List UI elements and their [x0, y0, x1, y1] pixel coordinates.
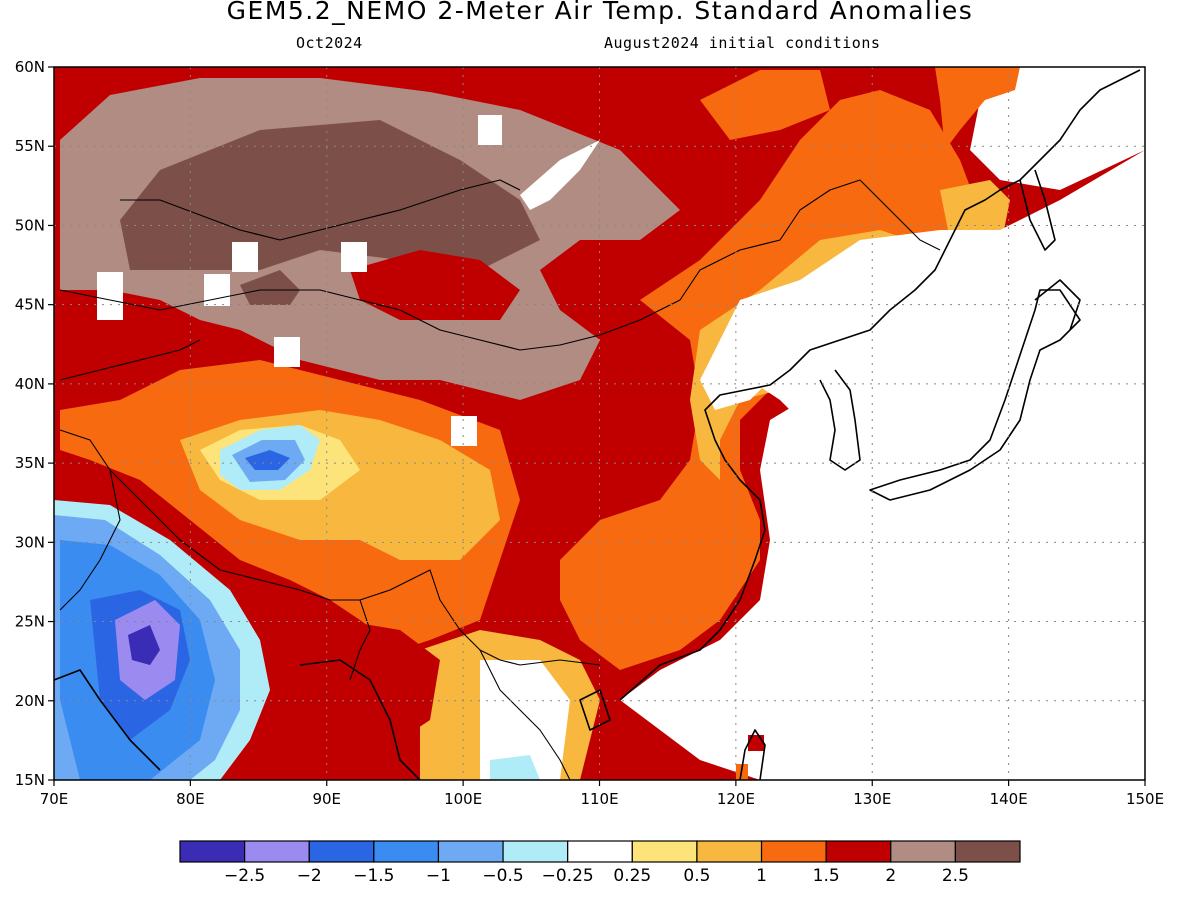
colorbar-label: −1.5 — [353, 866, 394, 886]
colorbar-swatch — [437, 840, 504, 863]
colorbar-label: −1 — [426, 866, 451, 886]
lat-tick-label: 30N — [15, 533, 45, 551]
colorbar-swatch — [502, 840, 569, 863]
lon-tick-label: 150E — [1126, 790, 1164, 808]
colorbar-label: −2.5 — [224, 866, 265, 886]
initial-conditions: August2024 initial conditions — [604, 34, 881, 52]
lake-mask-5 — [204, 274, 230, 306]
colorbar-swatch — [696, 840, 763, 863]
lake-mask-6 — [274, 337, 300, 367]
lat-tick-label: 15N — [15, 771, 45, 789]
chart-title: GEM5.2_NEMO 2-Meter Air Temp. Standard A… — [226, 0, 974, 25]
red-core-patch — [350, 250, 520, 320]
baikal-mask — [520, 140, 600, 210]
colorbar-label: 2 — [885, 866, 896, 886]
lat-tick-label: 50N — [15, 216, 45, 234]
colorbar-swatch — [631, 840, 698, 863]
lon-tick-label: 110E — [580, 790, 618, 808]
myanmar-red — [340, 620, 440, 740]
colorbar-swatch — [244, 840, 310, 863]
lat-tick-label: 55N — [15, 137, 45, 155]
colorbar-label: 0.5 — [683, 866, 710, 886]
colorbar-swatch — [890, 840, 956, 863]
colorbar-swatch — [954, 840, 1021, 863]
lat-tick-label: 25N — [15, 613, 45, 631]
lon-tick-label: 140E — [990, 790, 1028, 808]
lake-mask-3 — [232, 242, 258, 272]
india-deep-violet — [128, 625, 160, 665]
bohai-white — [700, 370, 770, 410]
colorbar-swatch — [760, 840, 827, 863]
colorbar-label: −0.25 — [542, 866, 594, 886]
lat-tick-label: 35N — [15, 454, 45, 472]
colorbar-swatch — [825, 840, 892, 863]
dark-brown-spot — [240, 270, 300, 305]
colorbar-label: 2.5 — [942, 866, 969, 886]
colorbar-swatch — [179, 840, 246, 863]
country-borders — [59, 179, 941, 780]
lon-tick-label: 70E — [40, 790, 69, 808]
colorbar-swatch — [308, 840, 375, 863]
tibet-dark-blue — [245, 450, 290, 470]
anomaly-field — [54, 67, 1145, 780]
colorbar-label: 1 — [756, 866, 767, 886]
lake-mask-4 — [97, 272, 123, 320]
lat-tick-label: 60N — [15, 58, 45, 76]
colorbar-label: −0.5 — [482, 866, 523, 886]
north-orange-patch — [700, 70, 830, 140]
colorbar: −2.5 −2 −1.5 −1 −0.5 −0.25 0.25 0.5 1 1.5 2 2.5 — [179, 840, 1021, 886]
lat-tick-label: 45N — [15, 296, 45, 314]
okhotsk-white — [960, 67, 1145, 190]
colorbar-label: 1.5 — [813, 866, 840, 886]
lake-mask-7 — [451, 416, 477, 446]
colorbar-swatch — [373, 840, 440, 863]
lon-tick-label: 100E — [444, 790, 482, 808]
lat-tick-label: 20N — [15, 692, 45, 710]
lake-mask-2 — [341, 242, 367, 272]
indochina-light-blue — [490, 755, 540, 780]
lake-mask-1 — [478, 115, 502, 145]
colorbar-swatch — [567, 840, 633, 863]
colorbar-label: 0.25 — [613, 866, 651, 886]
lat-tick-label: 40N — [15, 375, 45, 393]
colorbar-label: −2 — [297, 866, 322, 886]
coastlines — [54, 69, 1141, 780]
graticule — [54, 67, 1145, 780]
okhotsk-orange — [935, 67, 1020, 150]
forecast-month: Oct2024 — [296, 34, 363, 52]
taiwan-red — [748, 735, 764, 751]
lon-tick-label: 80E — [176, 790, 205, 808]
mongolia-dark-brown — [120, 120, 540, 270]
lon-tick-label: 130E — [853, 790, 891, 808]
indochina-white — [480, 660, 570, 780]
lon-tick-label: 120E — [717, 790, 755, 808]
latitude-labels: 15N 20N 25N 30N 35N 40N 45N 50N 55N 60N — [15, 58, 54, 789]
lon-tick-label: 90E — [312, 790, 341, 808]
ocean-white — [620, 150, 1145, 780]
longitude-labels: 70E 80E 90E 100E 110E 120E 130E 140E 150E — [40, 780, 1164, 808]
